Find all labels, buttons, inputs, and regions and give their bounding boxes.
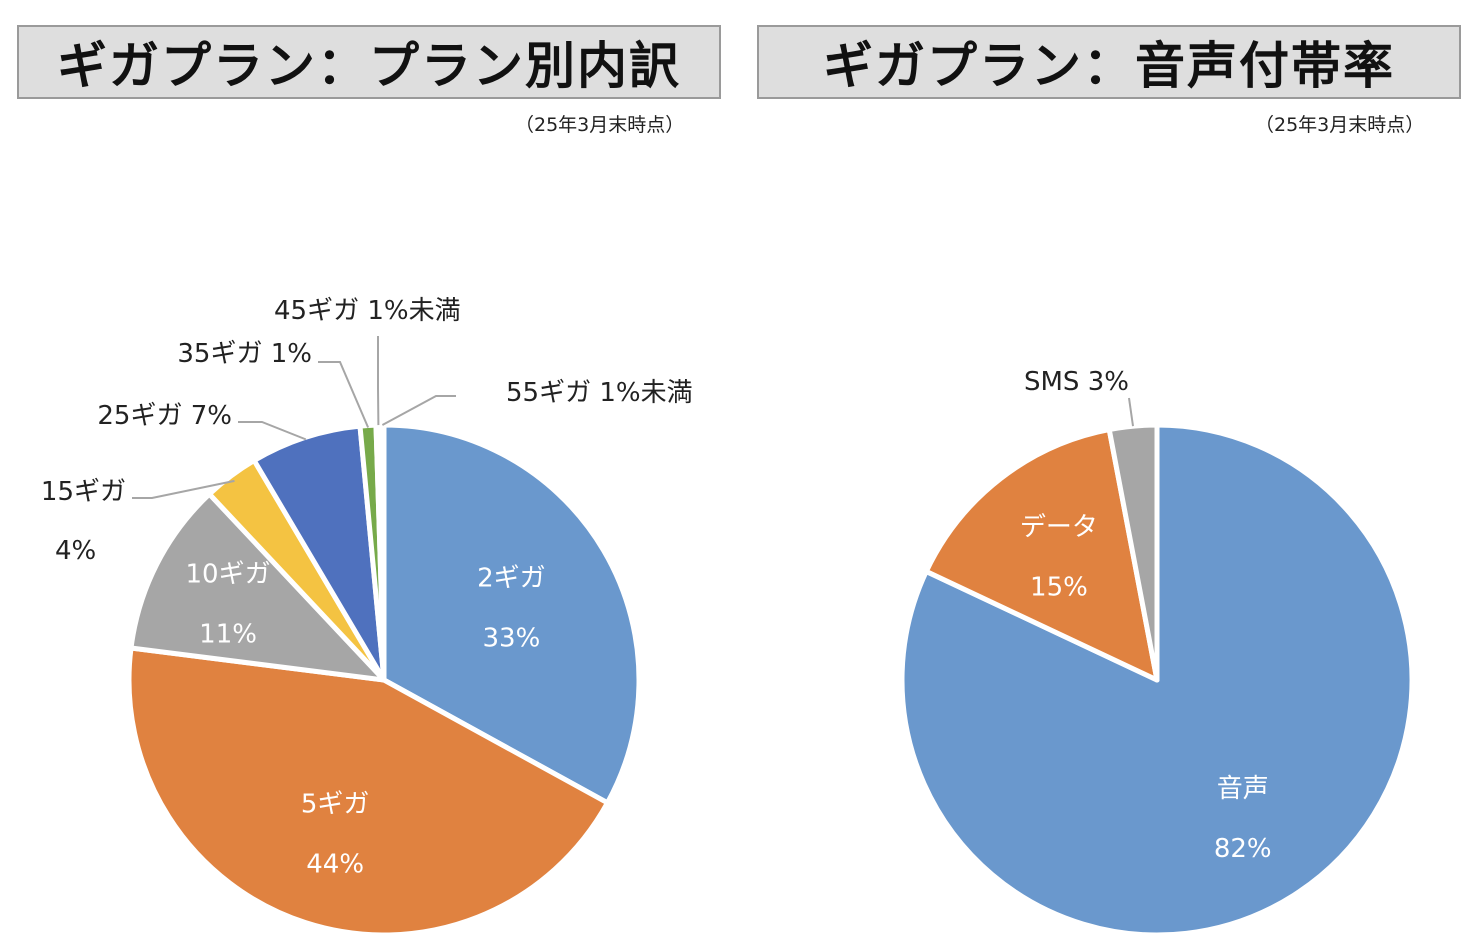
pie2-label-name-0: 音声 (1217, 774, 1269, 804)
chart-title-plan-breakdown: ギガプラン：プラン別内訳 (17, 25, 721, 99)
as-of-note-right: （25年3月末時点） (1255, 114, 1425, 136)
pie1-slice-7 (378, 422, 387, 683)
pie2-slice-2 (1106, 422, 1160, 683)
pie1-slice-1 (126, 645, 610, 938)
pie2-label-value-1: 15% (1030, 573, 1088, 603)
pie1-label-name-2: 10ギガ (186, 560, 271, 590)
chart-title-voice-attach-rate: ギガプラン：音声付帯率 (757, 25, 1461, 99)
pie1-label-5: 35ギガ 1% (177, 339, 312, 369)
pie1-label-value-2: 11% (199, 620, 257, 650)
pie1-label-4: 25ギガ 7% (97, 401, 232, 431)
pie2-label-2: SMS 3% (1024, 367, 1129, 397)
pie1-leader-5 (318, 361, 370, 428)
as-of-note-left: （25年3月末時点） (515, 114, 685, 136)
pie1-label-value-1: 44% (306, 849, 364, 879)
pie1-label-6: 45ギガ 1%未満 (274, 296, 461, 326)
pie1-leader-4 (238, 421, 307, 441)
pie2-label-value-0: 82% (1214, 834, 1272, 864)
pie1-label-value-0: 33% (482, 624, 540, 654)
pie1-leader-7 (381, 395, 456, 426)
pie1-label-value-3: 4% (55, 536, 96, 566)
pie2-leader-2 (1128, 397, 1134, 427)
pie1-label-name-0: 2ギガ (477, 564, 546, 594)
pie1-label-name-1: 5ギガ (301, 789, 370, 819)
pie1-label-7: 55ギガ 1%未満 (506, 378, 693, 408)
pie2-slice-1 (923, 427, 1160, 683)
pie1-label-name-3: 15ギガ (41, 477, 126, 507)
pie1-leader-3 (132, 479, 235, 499)
pie2-label-name-1: データ (1020, 513, 1098, 543)
pie1-slice-2 (128, 491, 387, 683)
pie1-slice-0 (381, 422, 642, 806)
